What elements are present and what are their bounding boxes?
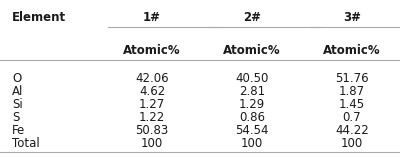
Text: 1#: 1# [143,11,161,24]
Text: 3#: 3# [343,11,361,24]
Text: O: O [12,72,21,85]
Text: 1.45: 1.45 [339,98,365,111]
Text: Total: Total [12,137,40,150]
Text: 51.76: 51.76 [335,72,369,85]
Text: 1.22: 1.22 [139,111,165,124]
Text: 1.27: 1.27 [139,98,165,111]
Text: 1.29: 1.29 [239,98,265,111]
Text: 40.50: 40.50 [235,72,269,85]
Text: Fe: Fe [12,124,25,137]
Text: 54.54: 54.54 [235,124,269,137]
Text: 2#: 2# [243,11,261,24]
Text: Atomic%: Atomic% [323,44,381,57]
Text: 100: 100 [341,137,363,150]
Text: 0.7: 0.7 [343,111,361,124]
Text: Al: Al [12,85,23,98]
Text: 50.83: 50.83 [135,124,169,137]
Text: 4.62: 4.62 [139,85,165,98]
Text: 100: 100 [141,137,163,150]
Text: Element: Element [12,11,66,24]
Text: Atomic%: Atomic% [223,44,281,57]
Text: 1.87: 1.87 [339,85,365,98]
Text: S: S [12,111,19,124]
Text: 44.22: 44.22 [335,124,369,137]
Text: 100: 100 [241,137,263,150]
Text: Si: Si [12,98,23,111]
Text: Atomic%: Atomic% [123,44,181,57]
Text: 42.06: 42.06 [135,72,169,85]
Text: 0.86: 0.86 [239,111,265,124]
Text: 2.81: 2.81 [239,85,265,98]
